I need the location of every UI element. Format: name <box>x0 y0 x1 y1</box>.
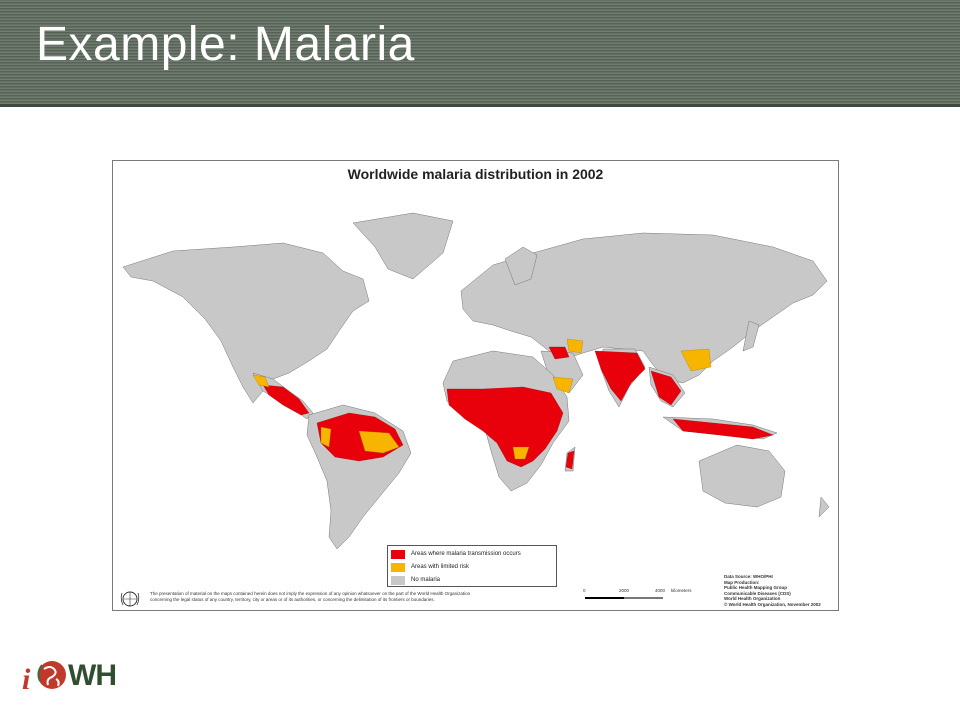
disclaimer-line-1: The presentation of material on the maps… <box>150 591 471 596</box>
scandinavia-shape <box>504 246 538 286</box>
transmission-africa <box>446 386 564 468</box>
slide-title: Example: Malaria <box>36 18 415 71</box>
logo-prefix: i <box>22 663 31 696</box>
limited-risk-south-america <box>358 430 400 454</box>
limited-risk-south-america-west <box>320 426 332 448</box>
logo-text: WH <box>68 659 117 692</box>
source-line-2: Map Production: <box>724 579 760 585</box>
eurasia-shape <box>460 232 828 384</box>
transmission-southeast-asia <box>650 370 682 406</box>
source-line-3: Public Health Mapping Group <box>724 585 787 591</box>
legend-item-limited-risk: Areas with limited risk <box>391 561 553 573</box>
north-america-shape <box>122 242 370 404</box>
title-bar: Example: Malaria <box>0 0 960 107</box>
disclaimer-line-2: concerning the legal status of any count… <box>150 597 435 602</box>
limited-risk-africa-south <box>512 446 530 460</box>
japan-shape <box>742 320 760 352</box>
source-line-4: Communicable Diseases (CDS) <box>724 590 791 596</box>
who-emblem-icon <box>120 591 140 607</box>
transmission-madagascar <box>565 450 575 470</box>
transmission-south-asia <box>594 350 646 402</box>
scale-bar: 0 2000 4000 kilometers <box>583 588 693 604</box>
map-source: Data Source: WHO/PHI Map Production: Pub… <box>724 574 836 608</box>
source-line-5: World Health Organization <box>724 596 781 602</box>
new-zealand-shape <box>818 496 830 518</box>
limited-risk-mexico <box>252 374 270 388</box>
iowh-logo: i WH <box>22 655 132 697</box>
malaria-map: Worldwide malaria distribution in 2002 A… <box>112 160 839 611</box>
world-map-graphic <box>122 212 830 550</box>
limited-risk-arabia <box>552 376 574 394</box>
transmission-indonesia <box>672 418 774 440</box>
greenland-shape <box>352 212 454 280</box>
legend-label-limited-risk: Areas with limited risk <box>411 564 470 570</box>
scale-label-zero: 0 <box>583 588 586 593</box>
limited-risk-mideast <box>566 338 584 354</box>
map-legend: Areas where malaria transmission occurs … <box>387 545 557 587</box>
map-title: Worldwide malaria distribution in 2002 <box>347 166 604 182</box>
legend-item-transmission: Areas where malaria transmission occurs <box>391 548 553 560</box>
legend-swatch-limited-risk <box>391 562 405 572</box>
limited-risk-china <box>680 348 712 372</box>
legend-swatch-no-malaria <box>391 575 405 585</box>
scale-label-end: 4000 <box>655 588 666 593</box>
source-line-1: Data Source: WHO/PHI <box>724 574 773 579</box>
transmission-central-america <box>262 384 310 416</box>
legend-label-no-malaria: No malaria <box>411 577 441 583</box>
legend-swatch-transmission <box>391 549 405 559</box>
scale-label-mid: 2000 <box>619 588 630 593</box>
scale-label-unit: kilometers <box>671 588 692 593</box>
map-disclaimer: The presentation of material on the maps… <box>150 591 570 603</box>
australia-shape <box>698 444 786 508</box>
transmission-mideast <box>548 346 570 360</box>
source-line-6: © World Health Organization, November 20… <box>724 601 821 607</box>
legend-label-transmission: Areas where malaria transmission occurs <box>411 551 521 557</box>
legend-item-no-malaria: No malaria <box>391 574 553 586</box>
globe-icon <box>37 661 66 689</box>
scale-line <box>585 597 663 599</box>
